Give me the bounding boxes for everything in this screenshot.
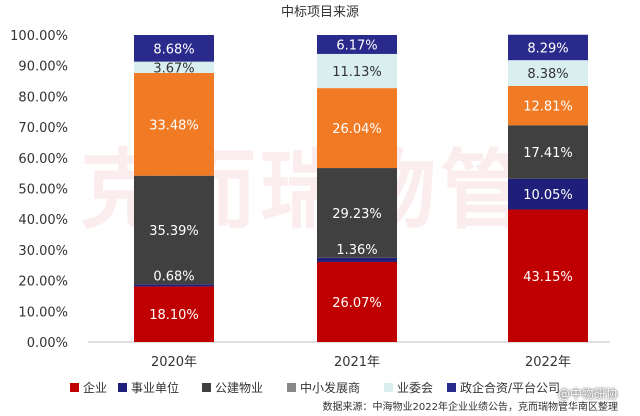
data-label: 33.48% bbox=[149, 118, 199, 133]
data-label: 8.38% bbox=[527, 67, 568, 82]
bar-segment-4-1 bbox=[134, 72, 214, 176]
legend-swatch bbox=[118, 383, 127, 392]
x-tick-label: 2020年 bbox=[151, 355, 197, 370]
bar-segment-6-2 bbox=[317, 35, 397, 54]
data-label: 26.07% bbox=[332, 296, 382, 311]
y-tick-label: 20.00% bbox=[18, 275, 68, 290]
bar-segment-4-3 bbox=[508, 85, 588, 126]
seal-text: @中物研协 bbox=[557, 387, 618, 401]
data-label: 8.29% bbox=[527, 41, 568, 56]
y-tick-label: 60.00% bbox=[18, 152, 68, 167]
x-tick-label: 2021年 bbox=[334, 355, 380, 370]
legend-swatch bbox=[384, 383, 393, 392]
legend-swatch bbox=[447, 383, 456, 392]
legend-label: 事业单位 bbox=[131, 380, 179, 395]
bar-segment-3-2 bbox=[317, 168, 397, 258]
bar-segment-6-3 bbox=[508, 34, 588, 61]
legend-label: 中小发展商 bbox=[300, 380, 360, 395]
bar-segment-1-2 bbox=[317, 261, 397, 342]
bar-segment-6-1 bbox=[134, 35, 214, 62]
legend-label: 业委会 bbox=[397, 381, 433, 395]
data-label: 3.67% bbox=[153, 61, 194, 76]
data-label: 17.41% bbox=[523, 146, 573, 161]
bar-segment-4-2 bbox=[317, 88, 397, 169]
y-tick-label: 70.00% bbox=[18, 121, 68, 136]
bar-segment-2-2 bbox=[317, 257, 397, 262]
y-tick-label: 40.00% bbox=[18, 213, 68, 228]
data-label: 35.39% bbox=[149, 224, 199, 239]
data-label: 1.36% bbox=[336, 243, 377, 258]
source-note: 数据来源：中海物业2022年企业业绩公告，克而瑞物管华南区整理 bbox=[323, 400, 618, 413]
y-tick-label: 100.00% bbox=[10, 29, 68, 44]
legend-label: 公建物业 bbox=[215, 381, 263, 395]
y-tick-label: 30.00% bbox=[18, 244, 68, 259]
data-label: 8.68% bbox=[153, 42, 194, 57]
legend-swatch bbox=[70, 383, 79, 392]
y-tick-label: 10.00% bbox=[18, 305, 68, 320]
bar-segment-1-1 bbox=[134, 286, 214, 342]
data-label: 0.68% bbox=[153, 269, 194, 284]
data-label: 11.13% bbox=[332, 65, 382, 80]
bar-segment-5-3 bbox=[508, 60, 588, 86]
legend-label: 政企合资/平台公司 bbox=[460, 380, 560, 395]
bar-segment-5-1 bbox=[134, 61, 214, 73]
y-tick-label: 0.00% bbox=[27, 336, 68, 351]
bar-segment-2-1 bbox=[134, 284, 214, 287]
bar-segment-1-3 bbox=[508, 209, 588, 342]
data-label: 43.15% bbox=[523, 270, 573, 285]
bar-segment-5-2 bbox=[317, 53, 397, 89]
legend-label: 企业 bbox=[83, 380, 107, 395]
bar-segment-2-3 bbox=[508, 178, 588, 210]
y-tick-label: 90.00% bbox=[18, 60, 68, 75]
chart-title: 中标项目来源 bbox=[281, 5, 359, 20]
legend-swatch bbox=[287, 383, 296, 392]
data-label: 18.10% bbox=[149, 308, 199, 323]
data-label: 12.81% bbox=[523, 100, 573, 115]
data-label: 10.05% bbox=[523, 188, 573, 203]
legend-swatch bbox=[202, 383, 211, 392]
data-label: 29.23% bbox=[332, 207, 382, 222]
y-tick-label: 50.00% bbox=[18, 183, 68, 198]
y-tick-label: 80.00% bbox=[18, 90, 68, 105]
data-label: 6.17% bbox=[336, 38, 377, 53]
bar-segment-3-1 bbox=[134, 175, 214, 285]
bar-segment-3-3 bbox=[508, 125, 588, 179]
data-label: 26.04% bbox=[332, 122, 382, 137]
x-tick-label: 2022年 bbox=[525, 355, 571, 370]
